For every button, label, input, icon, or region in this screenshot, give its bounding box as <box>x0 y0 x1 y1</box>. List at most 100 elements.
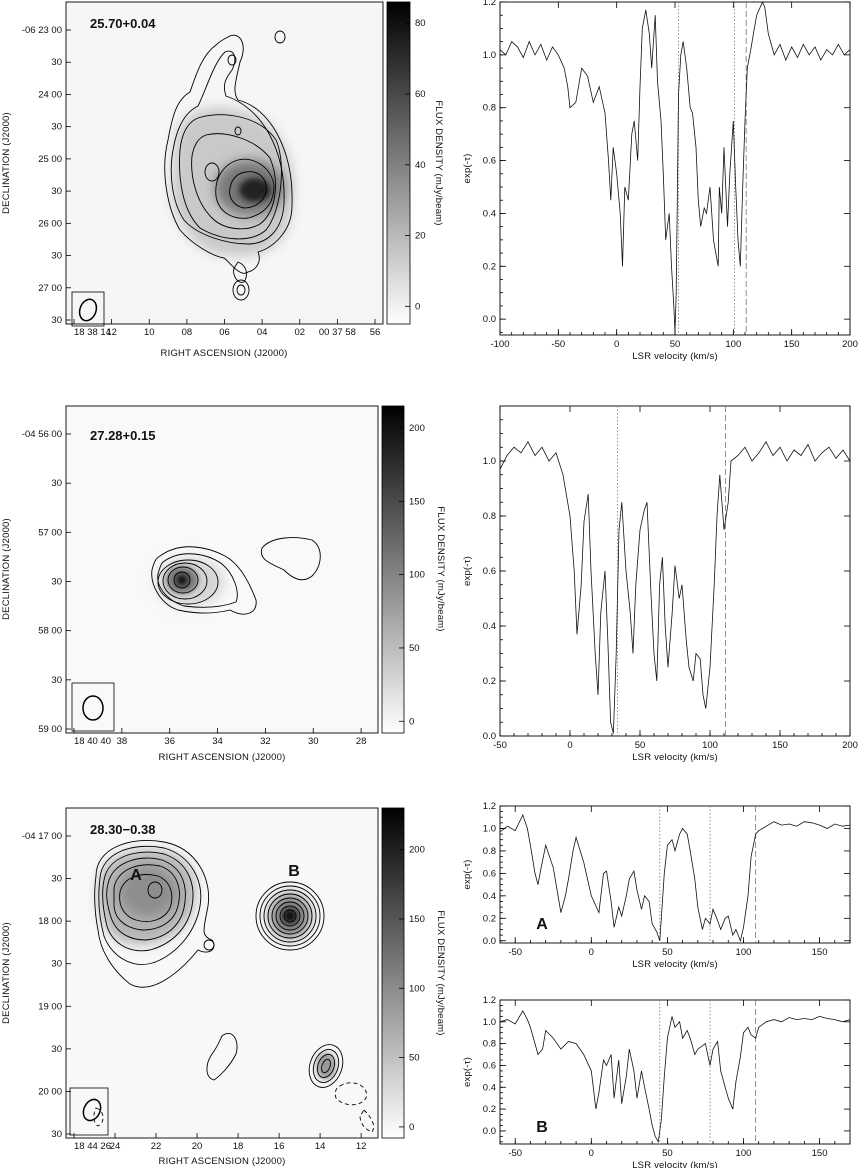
colorbar-tick-label: 0 <box>409 1122 414 1133</box>
x-tick-label: 10 <box>144 327 155 338</box>
y-tick-label: 0.4 <box>483 1082 496 1093</box>
x-tick-label: -100 <box>490 339 509 350</box>
y-tick-label: 0.2 <box>483 913 496 924</box>
x-tick-label: 24 <box>110 1141 121 1152</box>
colorbar-tick-label: 150 <box>409 914 425 925</box>
x-tick-label: 18 44 26 <box>74 1141 111 1152</box>
plot-frame <box>499 999 851 1145</box>
x-tick-label: 0 <box>567 740 572 751</box>
x-tick-label: 30 <box>308 736 319 747</box>
y-tick-label: 30 <box>51 122 62 133</box>
beam-ellipse <box>78 298 98 322</box>
colorbar-label: FLUX DENSITY (mJy/beam) <box>435 910 446 1035</box>
x-tick-label: 100 <box>736 1148 752 1159</box>
y-axis-title: DECLINATION (J2000) <box>1 922 12 1024</box>
y-tick-label: 0.0 <box>483 936 496 947</box>
x-tick-label: 34 <box>212 736 223 747</box>
spectrum-panel-28.30-0.38-b: -50 0 50 100 150 0.0 0.2 0.4 0.6 0.8 1.0 1.2 LSR vel… <box>462 995 851 1168</box>
absorption-spectrum-line <box>499 440 851 734</box>
map-panel-27.28+0.15: 27.28+0.15 0 50 100 150 200 FLUX DENSITY (mJ… <box>1 405 446 763</box>
beam-ellipse <box>82 695 104 721</box>
y-tick-label: 27 00 <box>38 283 62 294</box>
x-tick-label: 50 <box>662 947 673 958</box>
y-tick-label: 30 <box>51 1044 62 1055</box>
y-tick-label: 0.2 <box>483 261 496 272</box>
y-tick-label: 30 <box>51 1129 62 1140</box>
y-axis-title: DECLINATION (J2000) <box>1 518 12 620</box>
colorbar-label: FLUX DENSITY (mJy/beam) <box>433 100 444 225</box>
map-panel-28.30-0.38: 28.30−0.38 A B 0 50 100 150 200 FLUX DENSITY… <box>1 807 446 1167</box>
y-tick-label: 0.8 <box>483 1039 496 1050</box>
y-tick-labels: -06 23 00 30 24 00 30 25 00 30 26 00 30 27 00 30 <box>22 25 71 326</box>
y-tick-label: -04 56 00 <box>22 429 62 440</box>
contours <box>164 30 293 301</box>
y-tick-label: 30 <box>51 874 62 885</box>
x-tick-label: 50 <box>670 339 681 350</box>
x-tick-label: 56 <box>370 327 381 338</box>
colorbar-tick-label: 80 <box>415 18 426 29</box>
y-tick-label: 1.0 <box>483 456 496 467</box>
x-tick-label: 18 40 40 <box>74 736 111 747</box>
y-tick-label: 30 <box>51 251 62 262</box>
x-tick-label: 50 <box>662 1148 673 1159</box>
y-axis-title: exp(-τ) <box>462 556 473 586</box>
plot-frame <box>499 805 851 944</box>
map-frame <box>65 405 379 734</box>
map-background <box>66 406 378 733</box>
x-tick-label: 36 <box>164 736 175 747</box>
x-tick-label: 0 <box>589 1148 594 1159</box>
plot-frame <box>499 1 851 336</box>
y-tick-label: 30 <box>51 577 62 588</box>
colorbar-ticks: 0 20 40 60 80 <box>405 18 426 312</box>
x-tick-label: 04 <box>257 327 268 338</box>
contours <box>94 840 375 1133</box>
colorbar <box>381 807 405 1139</box>
absorption-spectrum-line <box>499 813 851 943</box>
y-tick-label: -04 17 00 <box>22 831 62 842</box>
y-tick-label: 0.6 <box>483 868 496 879</box>
component-label-b: B <box>288 863 300 880</box>
colorbar-tick-label: 100 <box>409 983 425 994</box>
x-tick-label: -50 <box>508 1148 522 1159</box>
x-tick-label: 06 <box>219 327 230 338</box>
colorbar-tick-label: 0 <box>409 716 414 727</box>
x-tick-label: 16 <box>274 1141 285 1152</box>
x-tick-label: 100 <box>702 740 718 751</box>
y-tick-label: 30 <box>51 57 62 68</box>
y-tick-label: 0.8 <box>483 846 496 857</box>
component-label-a: A <box>130 867 142 884</box>
y-tick-label: 30 <box>51 675 62 686</box>
x-tick-label: -50 <box>551 339 565 350</box>
x-tick-label: 32 <box>260 736 271 747</box>
colorbar-ticks: 0 50 100 150 200 <box>399 845 425 1133</box>
spectrum-panel-label: B <box>536 1119 548 1136</box>
x-tick-label: 12 <box>356 1141 367 1152</box>
x-tick-label: 14 <box>315 1141 326 1152</box>
y-tick-label: 59 00 <box>38 724 62 735</box>
y-tick-label: 30 <box>51 186 62 197</box>
y-tick-label: 20 00 <box>38 1086 62 1097</box>
x-tick-label: 150 <box>812 947 828 958</box>
y-tick-label: 0.0 <box>483 314 496 325</box>
colorbar-tick-label: 40 <box>415 160 426 171</box>
spectrum-panel-27.28+0.15: -50 0 50 100 150 200 0.0 0.2 0.4 0.6 0.8 1.0 LSR vel… <box>462 405 858 763</box>
colorbar-tick-label: 150 <box>409 496 425 507</box>
y-tick-label: 25 00 <box>38 154 62 165</box>
x-tick-label: 0 <box>589 947 594 958</box>
y-tick-label: 0.6 <box>483 566 496 577</box>
x-axis-title: LSR velocity (km/s) <box>632 752 718 763</box>
x-tick-label: 08 <box>182 327 193 338</box>
absorption-spectrum-line <box>499 1 851 333</box>
colorbar-tick-label: 60 <box>415 89 426 100</box>
y-tick-label: 0.0 <box>483 731 496 742</box>
y-tick-labels: -04 17 00 30 18 00 30 19 00 30 20 00 30 <box>22 831 71 1140</box>
y-tick-label: 1.2 <box>483 801 496 812</box>
y-axis-title: exp(-τ) <box>462 154 473 184</box>
source-id-label: 25.70+0.04 <box>90 16 156 31</box>
colorbar-tick-label: 50 <box>409 643 420 654</box>
colorbar-tick-label: 200 <box>409 845 425 856</box>
x-tick-label: 28 <box>356 736 367 747</box>
x-tick-label: 150 <box>772 740 788 751</box>
y-axis-title: DECLINATION (J2000) <box>1 112 12 214</box>
